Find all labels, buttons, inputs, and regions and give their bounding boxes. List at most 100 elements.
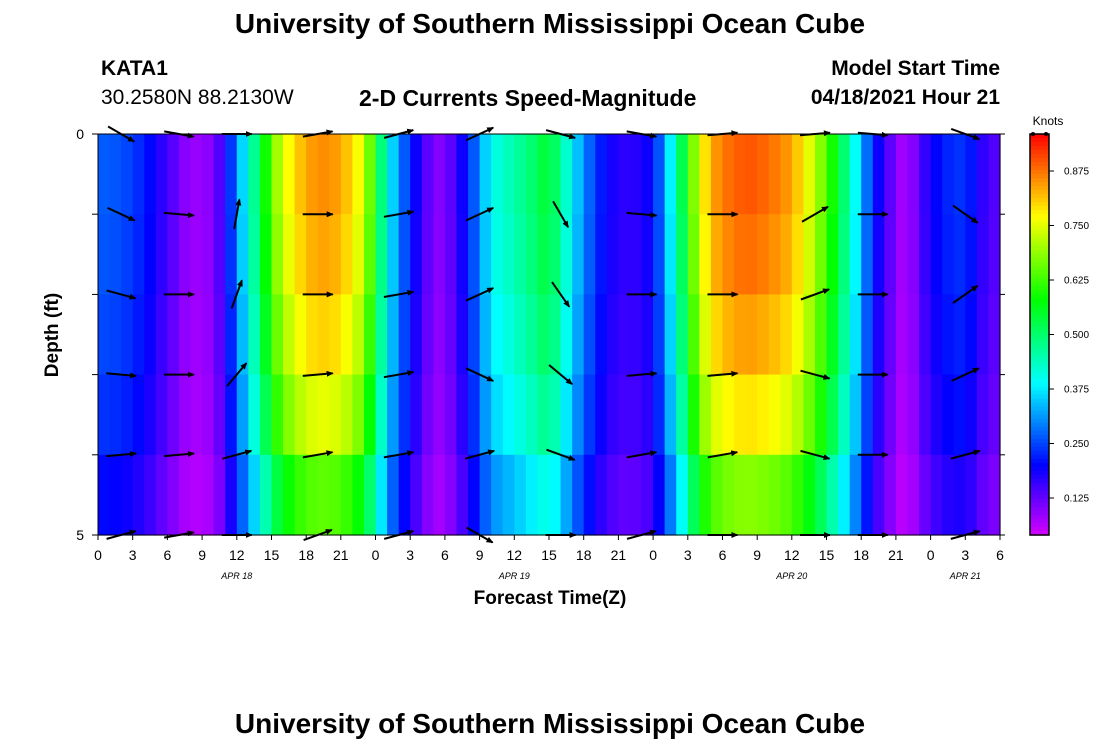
heatmap-cell	[676, 374, 689, 456]
heatmap-cell	[942, 294, 955, 376]
heatmap-cell	[814, 454, 828, 536]
heatmap-cell	[734, 214, 747, 295]
heatmap-cell	[329, 134, 342, 215]
current-vector-arrow	[800, 288, 831, 301]
colorbar-segment	[1030, 322, 1049, 328]
heatmap-cell	[225, 134, 238, 215]
colorbar-segment	[1030, 158, 1049, 163]
heatmap-cell	[687, 134, 700, 215]
heatmap-cell	[502, 294, 515, 376]
colorbar-tick-label: 0.250	[1064, 439, 1089, 450]
current-vector-arrow	[106, 372, 138, 379]
heatmap-cell	[907, 454, 920, 536]
heatmap-cell	[271, 374, 284, 456]
heatmap-cell	[572, 374, 585, 456]
heatmap-cell	[849, 374, 862, 456]
current-vector-arrow	[107, 206, 136, 222]
heatmap-cell	[363, 454, 377, 536]
model-start-label: Model Start Time	[831, 57, 1000, 80]
heatmap-cell	[248, 374, 261, 456]
heatmap-cell	[930, 134, 943, 215]
heatmap-cell	[629, 214, 643, 295]
heatmap-cell	[699, 294, 712, 376]
x-tick-label: 18	[298, 547, 314, 563]
colorbar-segment	[1030, 206, 1049, 211]
heatmap-cell	[248, 294, 261, 376]
colorbar-segment	[1030, 374, 1049, 380]
current-vector-arrow	[626, 450, 658, 459]
x-tick-label: 6	[719, 547, 727, 563]
current-vector-arrow	[383, 370, 415, 379]
heatmap-cell	[398, 214, 411, 295]
x-tick-label: 9	[476, 547, 484, 563]
current-vector-arrow	[801, 205, 829, 223]
heatmap-cell	[259, 374, 273, 456]
current-vector-arrow	[952, 284, 979, 304]
colorbar-tick-label: 0.375	[1064, 385, 1089, 396]
heatmap-cell	[595, 294, 608, 376]
colorbar-segment	[1030, 326, 1049, 332]
colorbar-segment	[1030, 314, 1049, 320]
x-tick-label: 21	[888, 547, 904, 563]
colorbar-segment	[1030, 178, 1049, 183]
heatmap-cell	[745, 454, 758, 536]
heatmap-cell	[919, 454, 932, 536]
heatmap-cell	[479, 294, 492, 376]
heatmap-cell	[190, 214, 203, 295]
heatmap-cell	[942, 214, 955, 295]
colorbar-segment	[1030, 466, 1049, 472]
heatmap-cell	[202, 134, 215, 215]
current-vector-arrow	[163, 451, 195, 458]
heatmap-cell	[410, 134, 423, 215]
heatmap-cell	[560, 374, 573, 456]
colorbar-segment	[1030, 134, 1049, 139]
colorbar-segment	[1030, 398, 1049, 404]
heatmap-cell	[236, 454, 249, 536]
heatmap-cell	[444, 214, 458, 295]
heatmap-cell	[167, 454, 180, 536]
colorbar-segment	[1030, 214, 1049, 219]
colorbar-segment	[1030, 458, 1049, 464]
current-vector-arrow	[551, 281, 571, 308]
heatmap-cell	[664, 214, 677, 295]
heatmap-cell	[965, 294, 978, 376]
heatmap-cell	[618, 294, 631, 376]
colorbar-segment	[1030, 450, 1049, 456]
current-vector-arrow	[800, 449, 831, 461]
heatmap-cell	[525, 454, 539, 536]
current-vector-arrow	[465, 287, 495, 302]
heatmap-cell	[259, 454, 273, 536]
colorbar-segment	[1030, 522, 1049, 528]
colorbar-segment	[1030, 482, 1049, 488]
heatmap-cell	[190, 374, 203, 456]
heatmap-cell	[595, 134, 608, 215]
heatmap-cell	[167, 214, 180, 295]
heatmap-cell	[167, 294, 180, 376]
colorbar-segment	[1030, 346, 1049, 352]
colorbar-segment	[1030, 290, 1049, 295]
colorbar-segment	[1030, 238, 1049, 243]
heatmap-cell	[884, 134, 897, 215]
colorbar-segment	[1030, 502, 1049, 508]
heatmap-cell	[433, 294, 446, 376]
heatmap-cell	[861, 214, 874, 295]
colorbar-segment	[1030, 386, 1049, 392]
heatmap-cell	[583, 374, 596, 456]
heatmap-cell	[768, 134, 781, 215]
heatmap-cell	[849, 134, 862, 215]
heatmap-cell	[826, 134, 839, 215]
heatmap-cell	[930, 374, 943, 456]
heatmap-cell	[549, 134, 562, 215]
current-vector-arrow	[383, 289, 415, 298]
heatmap-cell	[167, 134, 180, 215]
heatmap-cell	[988, 294, 1001, 376]
heatmap-cell	[387, 374, 400, 456]
heatmap-cell	[618, 454, 631, 536]
heatmap-cell	[664, 374, 677, 456]
heatmap-cell	[757, 214, 770, 295]
colorbar-segment	[1030, 330, 1049, 336]
heatmap-cell	[861, 134, 874, 215]
heatmap-cell	[699, 134, 712, 215]
heatmap-cell	[537, 294, 550, 376]
heatmap-cell	[549, 294, 562, 376]
